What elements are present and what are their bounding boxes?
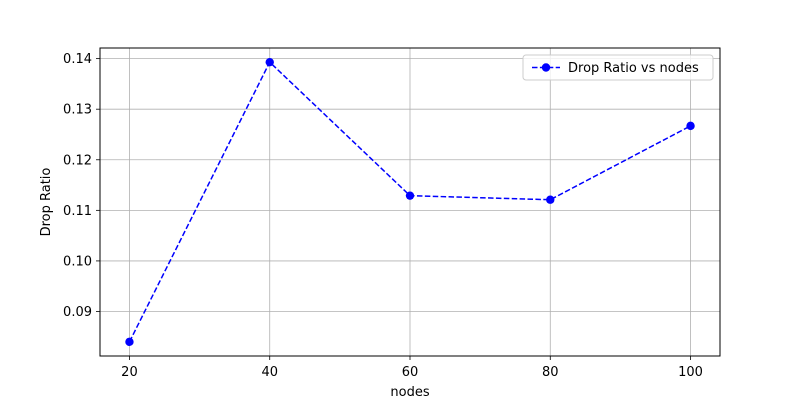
x-tick-label: 80 [542,365,559,380]
x-tick-label: 20 [121,365,138,380]
data-point [686,121,695,131]
data-point [405,191,415,200]
y-tick-label: 0.09 [63,305,92,320]
y-tick-label: 0.11 [63,204,92,219]
x-tick-label: 60 [402,365,419,380]
x-tick-label: 100 [678,365,703,380]
x-tick-label: 40 [261,365,278,380]
y-tick-label: 0.10 [63,254,92,269]
legend: Drop Ratio vs nodes [522,54,714,81]
ticks: 20 40 60 80 100 0.09 0.10 0.11 0.12 0.13 0.14 [63,52,703,380]
data-point [125,337,134,347]
legend-entry-label: Drop Ratio vs nodes [568,61,699,76]
x-axis-label: nodes [390,385,429,400]
y-tick-label: 0.12 [63,153,92,168]
y-tick-label: 0.14 [63,52,92,67]
y-axis-label: Drop Ratio [39,168,54,237]
data-point [265,57,274,67]
y-tick-label: 0.13 [63,103,92,118]
series-group [125,57,695,347]
data-point [546,195,555,204]
legend-box [522,54,714,81]
legend-marker [541,63,551,72]
